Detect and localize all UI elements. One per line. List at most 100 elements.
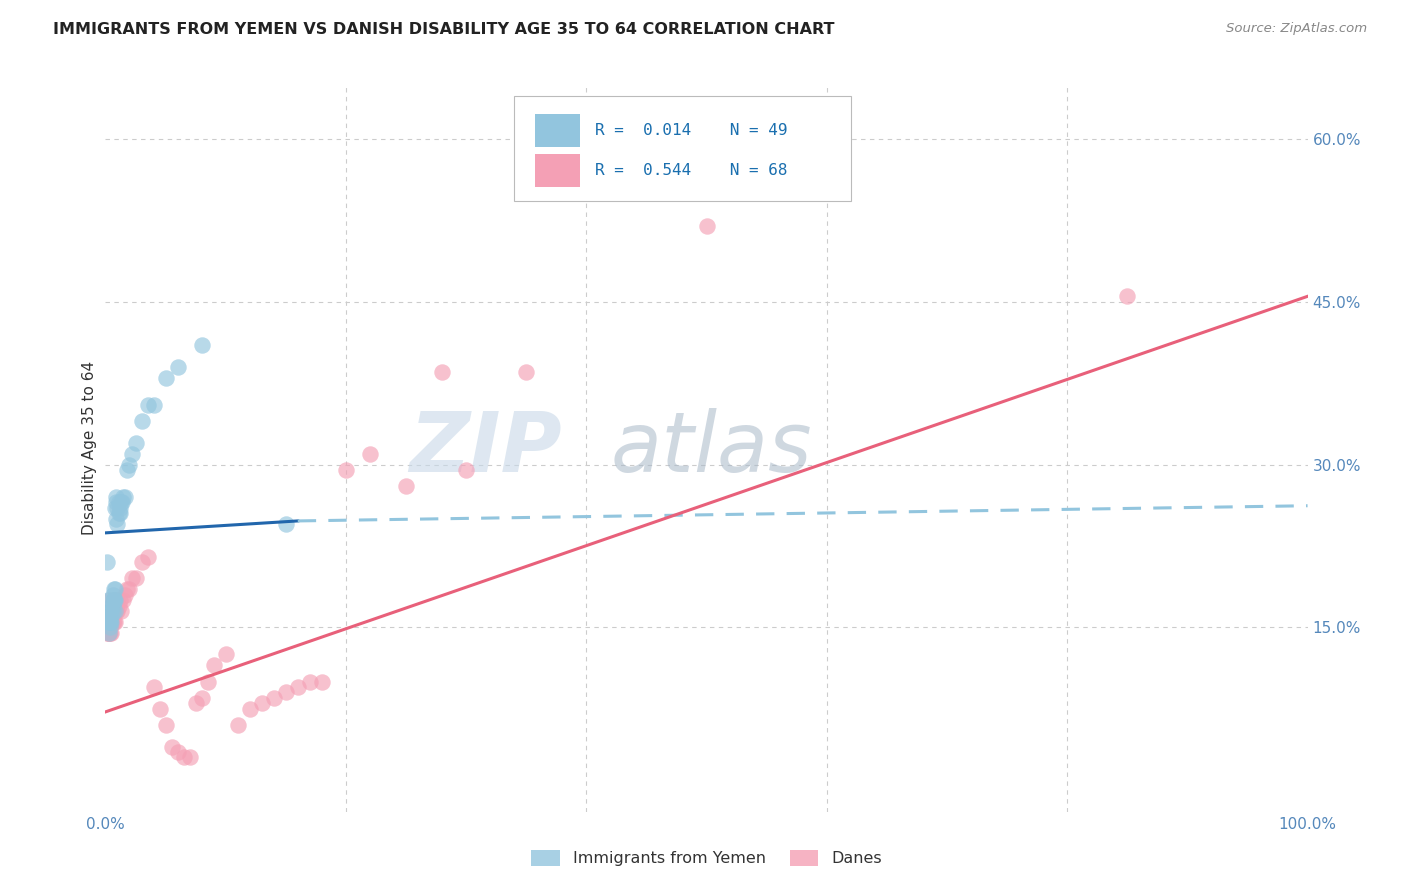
Point [105, 512, 128, 526]
Point [298, 674, 321, 689]
Point [131, 555, 153, 569]
Point [214, 648, 236, 662]
Point [515, 365, 537, 379]
Point [1116, 289, 1139, 303]
Point [430, 365, 453, 379]
Point [98, 615, 121, 629]
Point [96, 555, 118, 569]
Point [142, 680, 165, 694]
Bar [534, 153, 581, 186]
Point [100, 609, 122, 624]
Point [98, 615, 121, 629]
Point [107, 599, 129, 613]
Point [250, 696, 273, 710]
Point [103, 593, 125, 607]
Text: ZIP: ZIP [409, 408, 562, 489]
Point [190, 338, 212, 352]
Bar [534, 114, 581, 146]
Point [98, 609, 121, 624]
Point [98, 615, 121, 629]
Point [104, 582, 127, 597]
Point [148, 701, 170, 715]
Point [105, 495, 128, 509]
Point [197, 674, 219, 689]
Point [118, 582, 141, 597]
Point [696, 219, 718, 233]
Point [98, 620, 121, 634]
Point [108, 500, 131, 515]
Point [104, 604, 127, 618]
Point [107, 604, 129, 618]
Point [107, 506, 129, 520]
Point [103, 604, 125, 618]
Point [104, 593, 127, 607]
Point [104, 500, 127, 515]
Point [359, 447, 381, 461]
Point [103, 615, 125, 629]
Point [202, 658, 225, 673]
FancyBboxPatch shape [515, 95, 851, 201]
Point [98, 609, 121, 624]
Point [98, 604, 121, 618]
Point [115, 582, 138, 597]
Legend: Immigrants from Yemen, Danes: Immigrants from Yemen, Danes [524, 844, 889, 872]
Text: R =  0.544    N = 68: R = 0.544 N = 68 [595, 163, 787, 178]
Point [100, 604, 122, 618]
Point [335, 463, 357, 477]
Point [226, 718, 249, 732]
Point [112, 490, 135, 504]
Point [107, 495, 129, 509]
Point [124, 435, 146, 450]
Point [97, 609, 120, 624]
Text: R =  0.014    N = 49: R = 0.014 N = 49 [595, 123, 787, 138]
Point [105, 604, 128, 618]
Point [98, 593, 121, 607]
Point [136, 398, 159, 412]
Point [96, 620, 118, 634]
Point [454, 463, 477, 477]
Text: atlas: atlas [610, 408, 813, 489]
Point [98, 620, 121, 634]
Point [101, 593, 124, 607]
Point [173, 750, 195, 764]
Point [96, 625, 118, 640]
Point [101, 599, 124, 613]
Point [287, 680, 309, 694]
Point [97, 625, 120, 640]
Point [166, 745, 188, 759]
Point [103, 593, 125, 607]
Point [101, 599, 124, 613]
Point [124, 571, 146, 585]
Point [100, 599, 122, 613]
Point [101, 604, 124, 618]
Point [136, 549, 159, 564]
Point [274, 685, 297, 699]
Point [103, 593, 125, 607]
Point [115, 463, 138, 477]
Point [395, 479, 418, 493]
Point [104, 593, 127, 607]
Point [114, 588, 136, 602]
Point [121, 447, 143, 461]
Text: IMMIGRANTS FROM YEMEN VS DANISH DISABILITY AGE 35 TO 64 CORRELATION CHART: IMMIGRANTS FROM YEMEN VS DANISH DISABILI… [53, 22, 835, 37]
Point [114, 490, 136, 504]
Point [111, 495, 134, 509]
Point [98, 625, 121, 640]
Point [274, 517, 297, 532]
Point [101, 615, 124, 629]
Point [108, 593, 131, 607]
Point [263, 690, 285, 705]
Point [97, 593, 120, 607]
Point [107, 517, 129, 532]
Point [110, 604, 132, 618]
Point [98, 615, 121, 629]
Point [142, 398, 165, 412]
Point [98, 625, 121, 640]
Point [121, 571, 143, 585]
Point [190, 690, 212, 705]
Point [155, 718, 177, 732]
Point [100, 615, 122, 629]
Point [112, 593, 135, 607]
Point [179, 750, 201, 764]
Point [98, 615, 121, 629]
